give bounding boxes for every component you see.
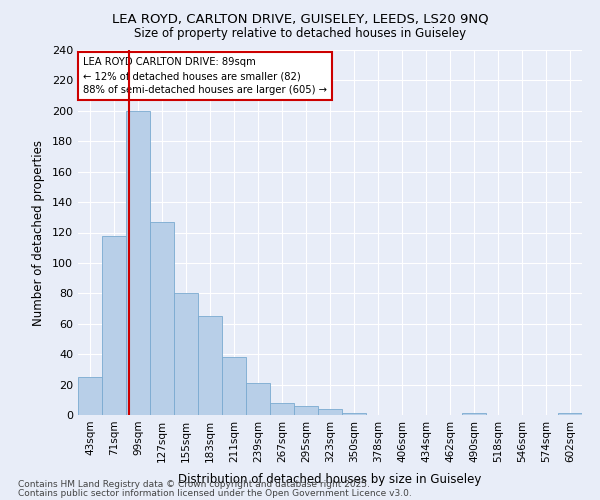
Bar: [126, 111, 150, 415]
Bar: [462, 414, 486, 415]
Bar: [342, 414, 366, 415]
Bar: [318, 409, 342, 415]
Bar: [270, 403, 294, 415]
Text: Size of property relative to detached houses in Guiseley: Size of property relative to detached ho…: [134, 28, 466, 40]
Text: LEA ROYD CARLTON DRIVE: 89sqm
← 12% of detached houses are smaller (82)
88% of s: LEA ROYD CARLTON DRIVE: 89sqm ← 12% of d…: [83, 58, 327, 96]
Text: LEA ROYD, CARLTON DRIVE, GUISELEY, LEEDS, LS20 9NQ: LEA ROYD, CARLTON DRIVE, GUISELEY, LEEDS…: [112, 12, 488, 26]
Bar: [198, 316, 222, 415]
Text: Contains HM Land Registry data © Crown copyright and database right 2025.: Contains HM Land Registry data © Crown c…: [18, 480, 370, 489]
Bar: [222, 357, 246, 415]
Bar: [246, 383, 270, 415]
Bar: [174, 294, 198, 415]
Bar: [558, 414, 582, 415]
X-axis label: Distribution of detached houses by size in Guiseley: Distribution of detached houses by size …: [178, 473, 482, 486]
Text: Contains public sector information licensed under the Open Government Licence v3: Contains public sector information licen…: [18, 490, 412, 498]
Bar: [102, 236, 126, 415]
Y-axis label: Number of detached properties: Number of detached properties: [32, 140, 45, 326]
Bar: [150, 222, 174, 415]
Bar: [294, 406, 318, 415]
Bar: [78, 377, 102, 415]
